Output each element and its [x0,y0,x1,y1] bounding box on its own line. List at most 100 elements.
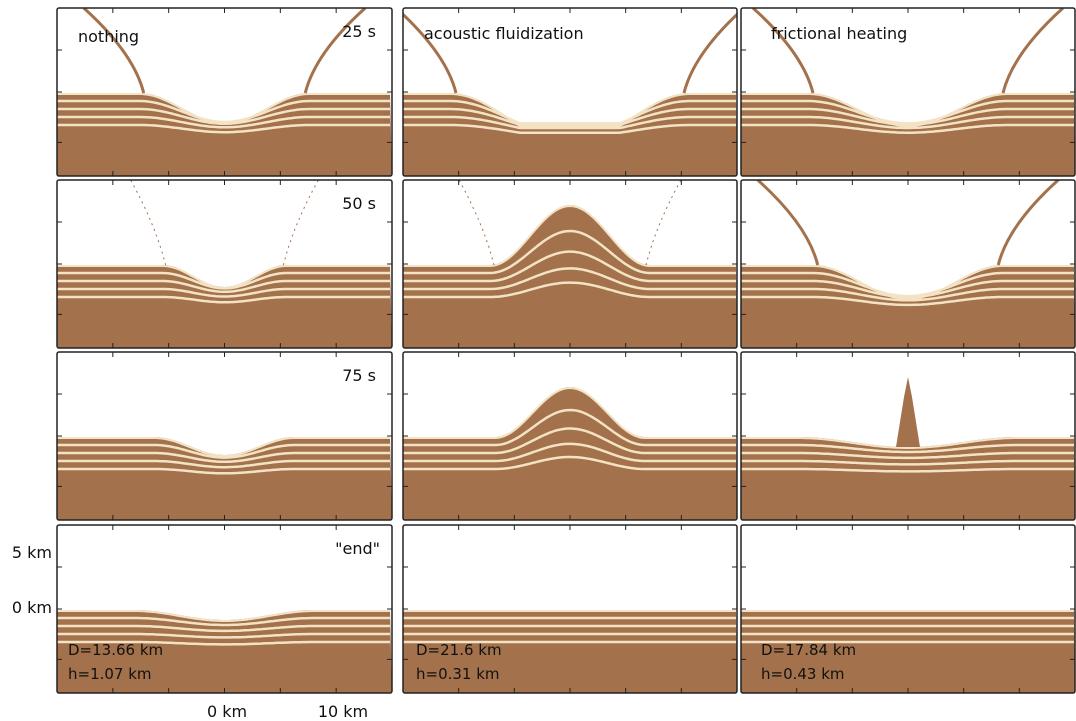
time-label: 25 s [342,22,376,41]
time-label: "end" [335,539,380,558]
strata-line [57,287,390,298]
ground [741,437,1075,520]
y-axis-label: 0 km [12,598,52,617]
ground [403,610,737,693]
strata-line [741,107,1074,126]
ejecta-curtain [82,8,146,94]
strata-line [403,107,736,126]
surface-layer [741,265,1074,300]
panel-grid [56,7,1076,694]
panel [741,180,1075,348]
strata-line [57,640,390,646]
strata-line [741,295,1074,307]
strata-line [741,99,1074,125]
ejecta-curtain [1001,8,1065,94]
ejecta-curtain [996,180,1060,266]
column-title: nothing [78,27,139,46]
column-title: frictional heating [771,24,907,43]
panel [57,437,392,520]
panel [403,386,737,520]
column-title: acoustic fluidization [424,24,584,43]
strata-line [57,467,390,475]
strata-line [57,459,390,469]
ejecta-curtain [458,180,495,266]
strata-line [403,281,736,299]
ground [403,205,737,348]
strata-line [403,455,736,471]
ground [57,437,392,520]
ground [741,265,1075,348]
strata-line [741,459,1074,466]
surface-layer [741,93,1074,127]
panel [57,180,392,348]
ejecta-curtain [130,180,167,266]
x-axis-label: 10 km [318,702,368,721]
strata-line [741,451,1074,460]
ejecta-curtain [751,8,815,94]
ejecta-curtain [756,180,820,266]
depth-label: h=0.43 km [761,665,845,683]
surface-layer [741,437,1074,449]
ground [403,387,737,520]
panel [403,180,737,348]
ground [741,93,1075,176]
diameter-label: D=13.66 km [68,641,163,659]
ground [741,610,1075,693]
strata-line [57,123,390,134]
strata-line [57,443,390,459]
labels: nothing acoustic fluidization frictional… [12,22,907,721]
ground [57,93,392,176]
strata-line [57,279,390,294]
ejecta-curtain [303,8,367,94]
strata-line [57,451,390,464]
strata-line [741,467,1074,473]
surface-layer [57,437,390,458]
strata-line [403,250,736,283]
panel [741,377,1075,520]
strata-line [741,123,1074,134]
strata-line [403,115,736,130]
panel [403,610,737,693]
strata-line [741,279,1074,299]
ground [403,93,737,176]
ground [57,610,392,693]
strata-line [57,632,390,639]
surface-layer [403,204,736,267]
diameter-label: D=17.84 km [761,641,856,659]
panel [57,8,392,176]
ejecta-curtain [403,12,458,94]
strata-line [57,115,390,129]
strata-line [403,267,736,291]
ejecta-curtain [282,180,319,266]
strata-line [403,99,736,125]
y-axis-label: 5 km [12,543,52,562]
strata-line [57,107,390,125]
panel [403,12,737,176]
depth-label: h=0.31 km [416,665,500,683]
strata-line [403,442,736,463]
strata-line [57,616,390,627]
strata-line [403,408,736,447]
panel [57,610,392,693]
strata-line [741,287,1074,302]
time-label: 75 s [342,366,376,385]
strata-line [57,624,390,633]
strata-line [741,443,1074,454]
surface-layer [403,386,736,439]
surface-layer [403,93,736,127]
diameter-label: D=21.6 km [416,641,502,659]
time-label: 50 s [342,194,376,213]
central-peak [896,377,920,447]
ejecta-curtain [645,180,682,266]
ejecta-curtain [682,12,737,94]
strata-line [403,229,736,275]
strata-line [741,115,1074,130]
x-axis-label: 0 km [207,702,247,721]
depth-label: h=1.07 km [68,665,152,683]
strata-line [57,271,390,290]
panel [741,610,1075,693]
surface-layer [57,610,390,622]
strata-line [403,427,736,455]
